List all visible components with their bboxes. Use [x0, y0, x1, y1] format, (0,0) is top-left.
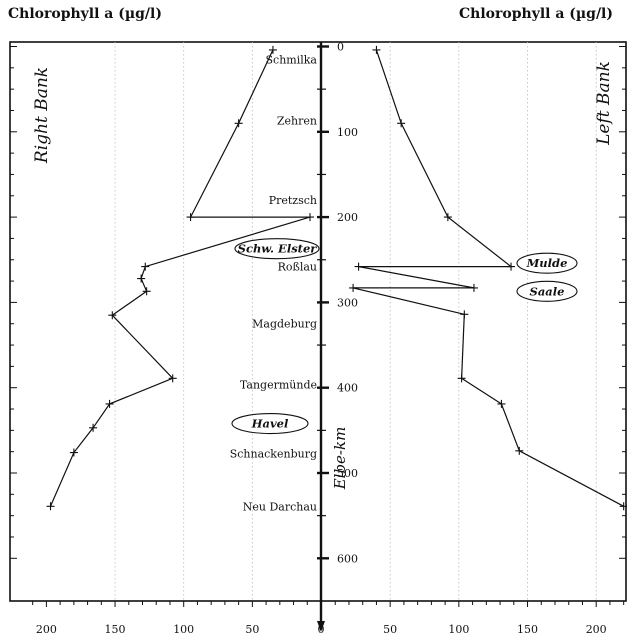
tributary-label: Schw. Elster [238, 242, 318, 256]
right-x-tick-label: 150 [517, 623, 538, 636]
left-x-tick-label: 50 [245, 623, 259, 636]
left-bank-data-point [469, 283, 478, 292]
left-bank-series-line [352, 49, 624, 507]
station-label: Pretzsch [269, 194, 317, 207]
station-label: Tangermünde [240, 378, 317, 391]
tributary-label: Saale [530, 284, 565, 298]
km-tick-label: 0 [337, 41, 344, 54]
left-bank-data-point [457, 374, 466, 383]
left-bank-data-point [497, 399, 506, 408]
right-bank-label: Right Bank [32, 66, 52, 164]
right-bank-series-line [49, 49, 311, 507]
right-x-tick-label: 100 [448, 623, 469, 636]
left-x-tick-label: 200 [36, 623, 57, 636]
left-bank-data-point [354, 262, 363, 271]
right-bank-data-point [141, 262, 150, 271]
left-bank-data-point [397, 119, 406, 128]
left-x-tick-label: 0 [318, 623, 325, 636]
station-label: Schnackenburg [230, 447, 317, 460]
tributary-ellipse [234, 238, 320, 260]
station-label: Zehren [277, 115, 317, 128]
right-bank-data-point [306, 213, 315, 222]
tributary-ellipse [516, 252, 578, 274]
km-tick-label: 100 [337, 126, 358, 139]
station-label: Neu Darchau [243, 500, 317, 513]
left-bank-data-point [507, 262, 516, 271]
right-bank-data-point [142, 287, 151, 296]
left-bank-data-point [460, 310, 469, 319]
station-label: Schmilka [266, 53, 318, 66]
left-x-tick-label: 100 [173, 623, 194, 636]
right-bank-data-point [105, 399, 114, 408]
tributary-ellipse [516, 280, 578, 302]
km-tick-label: 400 [337, 382, 358, 395]
right-bank-data-point [69, 448, 78, 457]
right-bank-data-point [89, 423, 98, 432]
left-bank-label: Left Bank [594, 61, 614, 145]
right-bank-data-point [268, 45, 277, 54]
right-panel-title: Chlorophyll a (µg/l) [459, 6, 613, 22]
km-tick-label: 600 [337, 552, 358, 565]
station-label: Roßlau [278, 261, 317, 274]
tributary-label: Havel [251, 417, 289, 431]
right-x-tick-label: 50 [383, 623, 397, 636]
right-bank-data-point [186, 213, 195, 222]
tributary-label: Mulde [526, 256, 568, 270]
right-bank-data-point [168, 374, 177, 383]
left-bank-data-point [619, 502, 627, 511]
left-bank-data-point [515, 446, 524, 455]
left-bank-data-point [443, 213, 452, 222]
station-label: Magdeburg [252, 318, 317, 331]
right-x-tick-label: 200 [586, 623, 607, 636]
km-tick-label: 200 [337, 211, 358, 224]
plot-frame [9, 41, 627, 602]
axis-arrowhead [317, 621, 325, 632]
right-bank-data-point [137, 274, 146, 283]
left-panel-title: Chlorophyll a (µg/l) [8, 6, 162, 22]
left-x-tick-label: 150 [105, 623, 126, 636]
left-bank-data-point [372, 45, 381, 54]
elbe-km-axis-label: Elbe-km [331, 426, 349, 490]
tributary-ellipse [231, 412, 309, 435]
right-bank-data-point [46, 502, 55, 511]
left-bank-data-point [349, 283, 358, 292]
km-tick-label: 300 [337, 296, 358, 309]
right-bank-data-point [234, 119, 243, 128]
right-bank-data-point [108, 311, 117, 320]
km-tick-label: 500 [337, 467, 358, 480]
